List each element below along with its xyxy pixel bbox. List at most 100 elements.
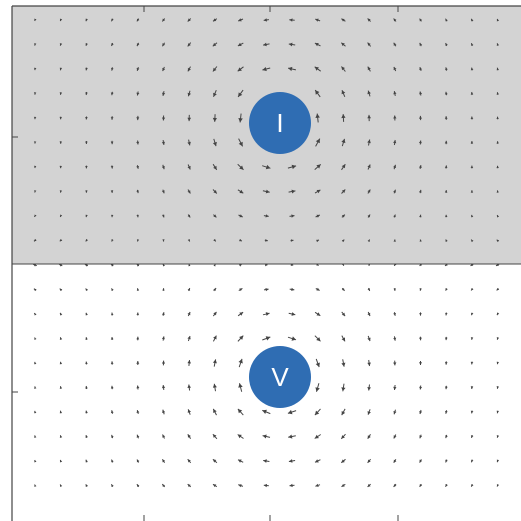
field-arrow-16	[445, 18, 448, 22]
field-arrow-30	[314, 42, 321, 47]
field-arrow-270	[341, 359, 346, 367]
field-arrow-147	[59, 214, 63, 218]
field-arrow-31	[340, 42, 346, 47]
field-arrow-285	[238, 383, 243, 392]
field-arrow-266	[187, 360, 191, 366]
field-arrow-25	[187, 42, 192, 47]
field-arrow-290	[419, 385, 423, 390]
field-arrow-251	[287, 336, 297, 341]
field-arrow-121	[367, 164, 371, 170]
field-arrow-79	[161, 115, 166, 121]
field-arrow-263	[110, 361, 114, 365]
field-arrow-35	[445, 42, 448, 47]
field-arrow-357	[187, 483, 192, 488]
field-arrow-168	[111, 239, 114, 242]
field-arrow-207	[136, 288, 140, 291]
field-arrow-61	[136, 91, 140, 96]
field-arrow-1	[59, 18, 63, 22]
field-arrow-205	[85, 288, 88, 291]
field-arrow-297	[110, 410, 114, 414]
field-arrow-160	[393, 214, 396, 218]
field-arrow-286	[315, 383, 320, 392]
field-arrow-308	[393, 409, 397, 415]
field-arrow-171	[187, 239, 191, 242]
field-arrow-257	[444, 336, 448, 341]
field-arrow-126	[496, 165, 499, 169]
field-arrow-274	[444, 361, 448, 365]
field-arrow-193	[265, 264, 268, 267]
field-arrow-313	[34, 435, 37, 438]
field-arrow-307	[367, 409, 371, 415]
field-arrow-227	[161, 312, 165, 316]
field-arrow-12	[341, 18, 346, 22]
field-arrow-338	[187, 458, 192, 464]
field-arrow-62	[162, 90, 166, 97]
field-arrow-346	[393, 459, 397, 463]
field-arrow-18	[496, 18, 500, 22]
field-arrow-243	[85, 337, 88, 340]
field-arrow-84	[341, 114, 346, 122]
field-arrow-172	[213, 238, 217, 242]
field-arrow-165	[33, 238, 37, 242]
field-arrow-316	[111, 434, 114, 439]
field-arrow-133	[187, 189, 191, 194]
field-arrow-192	[239, 263, 242, 267]
field-arrow-203	[33, 288, 37, 292]
field-arrow-295	[59, 410, 63, 414]
field-arrow-245	[136, 336, 140, 341]
field-arrow-38	[34, 67, 37, 71]
field-arrow-69	[393, 90, 397, 97]
field-arrow-99	[238, 138, 244, 147]
field-arrow-118	[287, 164, 297, 170]
field-arrow-68	[367, 90, 371, 97]
field-arrow-360	[263, 483, 269, 488]
field-arrow-218	[419, 288, 422, 291]
field-arrow-111	[110, 165, 114, 169]
field-arrow-22	[111, 42, 114, 47]
field-arrow-322	[262, 434, 271, 439]
field-arrow-178	[367, 239, 371, 242]
field-arrow-354	[110, 484, 114, 487]
field-arrow-214	[315, 287, 320, 291]
field-arrow-27	[237, 42, 244, 47]
field-arrow-206	[111, 288, 114, 291]
field-arrow-204	[59, 288, 63, 292]
field-arrow-167	[85, 238, 88, 242]
field-arrow-289	[393, 384, 397, 391]
field-arrow-75	[59, 116, 62, 120]
field-arrow-104	[418, 140, 422, 145]
field-arrow-249	[237, 335, 244, 342]
field-arrow-278	[59, 386, 63, 389]
field-arrow-80	[187, 114, 192, 122]
field-arrow-46	[237, 66, 244, 72]
field-arrow-366	[419, 483, 423, 488]
field-arrow-11	[315, 18, 321, 22]
field-arrow-252	[314, 335, 321, 342]
field-arrow-299	[162, 409, 166, 415]
vector-field-arrows	[33, 18, 500, 488]
field-arrow-326	[367, 434, 371, 439]
field-arrow-82	[238, 113, 243, 123]
field-arrow-242	[59, 337, 63, 340]
field-arrow-296	[85, 410, 88, 414]
field-arrow-356	[161, 483, 166, 488]
field-arrow-331	[496, 435, 500, 438]
field-arrow-336	[136, 459, 140, 463]
field-arrow-43	[162, 66, 166, 72]
field-arrow-164	[496, 214, 500, 218]
field-arrow-137	[288, 189, 296, 194]
field-arrow-56	[496, 67, 499, 71]
field-arrow-175	[290, 239, 294, 242]
field-arrow-92	[59, 141, 62, 144]
field-arrow-368	[470, 484, 474, 487]
field-arrow-361	[289, 483, 295, 488]
field-arrow-13	[367, 18, 371, 22]
field-arrow-29	[288, 42, 296, 47]
field-arrow-292	[470, 385, 474, 390]
field-arrow-109	[59, 165, 62, 169]
field-arrow-325	[340, 433, 346, 440]
field-arrow-334	[85, 459, 88, 463]
field-arrow-288	[367, 384, 371, 391]
field-arrow-273	[419, 361, 422, 365]
field-arrow-229	[212, 311, 217, 317]
